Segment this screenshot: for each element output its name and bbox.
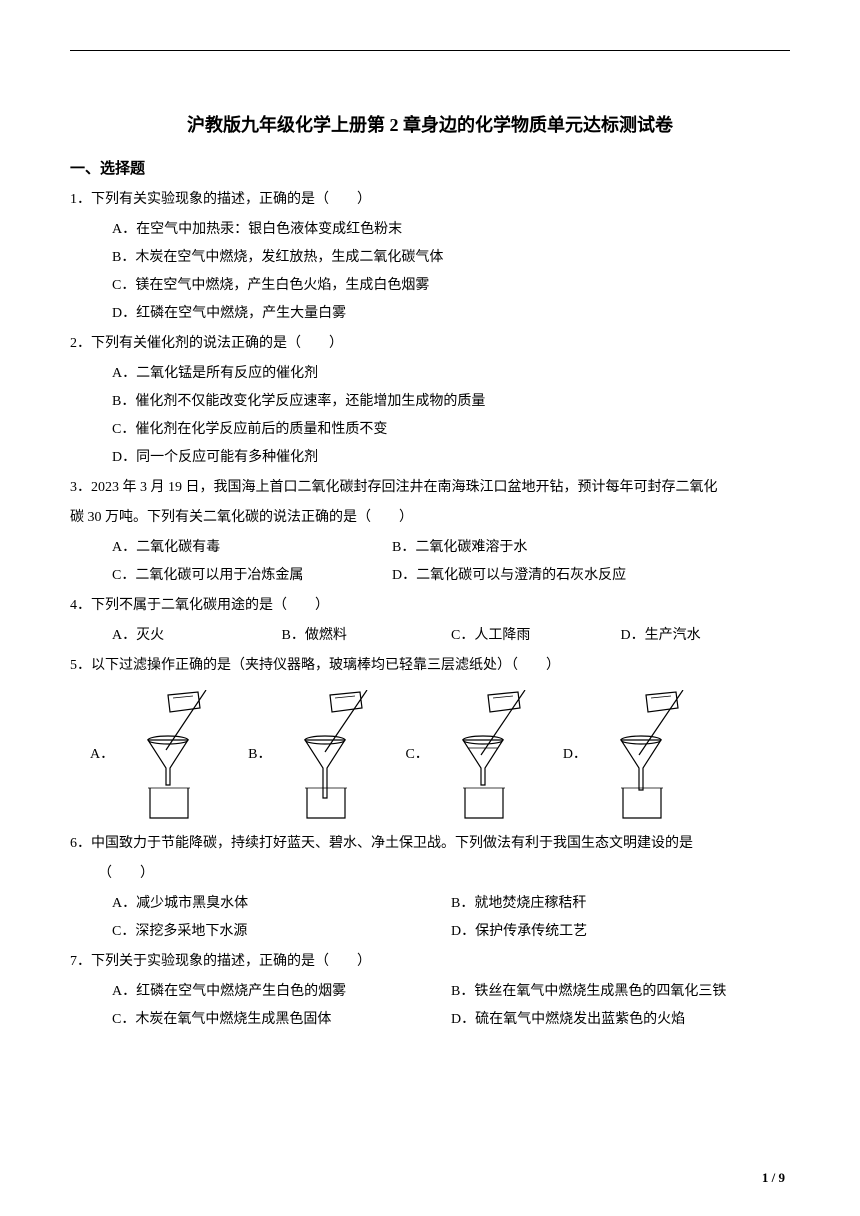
q5-label-d: D． <box>563 741 587 769</box>
page-number: 1 / 9 <box>762 1170 785 1186</box>
q1-opt-d: D．红磷在空气中燃烧，产生大量白雾 <box>112 300 790 328</box>
q7-opt-c: C．木炭在氧气中燃烧生成黑色固体 <box>112 1006 451 1034</box>
q6-opt-b: B．就地焚烧庄稼秸秆 <box>451 890 790 918</box>
q5-diagram-d: D． <box>563 690 701 820</box>
q1-opt-b: B．木炭在空气中燃烧，发红放热，生成二氧化碳气体 <box>112 244 790 272</box>
q4-options: A．灭火 B．做燃料 C．人工降雨 D．生产汽水 <box>70 622 790 650</box>
question-7: 7．下列关于实验现象的描述，正确的是（ ） A．红磷在空气中燃烧产生白色的烟雾 … <box>70 948 790 1034</box>
q5-diagram-c: C． <box>405 690 542 820</box>
q5-diagrams: A． B． <box>70 690 790 820</box>
q3-opt-b: B．二氧化碳难溶于水 <box>392 534 527 562</box>
q5-text: 5．以下过滤操作正确的是（夹持仪器略，玻璃棒均已轻靠三层滤纸处）（ ） <box>70 652 790 680</box>
q7-options: A．红磷在空气中燃烧产生白色的烟雾 B．铁丝在氧气中燃烧生成黑色的四氧化三铁 C… <box>70 978 790 1034</box>
q2-opt-c: C．催化剂在化学反应前后的质量和性质不变 <box>112 416 790 444</box>
q7-opt-b: B．铁丝在氧气中燃烧生成黑色的四氧化三铁 <box>451 978 790 1006</box>
q3-line2: 碳 30 万吨。下列有关二氧化碳的说法正确的是（ ） <box>70 504 790 532</box>
filter-diagram-d-icon <box>591 690 701 820</box>
q1-opt-a: A．在空气中加热汞：银白色液体变成红色粉末 <box>112 216 790 244</box>
question-6: 6．中国致力于节能降碳，持续打好蓝天、碧水、净土保卫战。下列做法有利于我国生态文… <box>70 830 790 946</box>
question-5: 5．以下过滤操作正确的是（夹持仪器略，玻璃棒均已轻靠三层滤纸处）（ ） A． <box>70 652 790 820</box>
q2-options: A．二氧化锰是所有反应的催化剂 B．催化剂不仅能改变化学反应速率，还能增加生成物… <box>70 360 790 472</box>
q5-diagram-b: B． <box>248 690 385 820</box>
q3-line1: 3．2023 年 3 月 19 日，我国海上首口二氧化碳封存回注井在南海珠江口盆… <box>70 474 790 502</box>
question-4: 4．下列不属于二氧化碳用途的是（ ） A．灭火 B．做燃料 C．人工降雨 D．生… <box>70 592 790 650</box>
q6-line1: 6．中国致力于节能降碳，持续打好蓝天、碧水、净土保卫战。下列做法有利于我国生态文… <box>70 830 790 858</box>
q4-text: 4．下列不属于二氧化碳用途的是（ ） <box>70 592 790 620</box>
q7-opt-a: A．红磷在空气中燃烧产生白色的烟雾 <box>112 978 451 1006</box>
q1-options: A．在空气中加热汞：银白色液体变成红色粉末 B．木炭在空气中燃烧，发红放热，生成… <box>70 216 790 328</box>
filter-diagram-c-icon <box>433 690 543 820</box>
question-1: 1．下列有关实验现象的描述，正确的是（ ） A．在空气中加热汞：银白色液体变成红… <box>70 186 790 328</box>
q4-opt-c: C．人工降雨 <box>451 622 621 650</box>
q2-opt-b: B．催化剂不仅能改变化学反应速率，还能增加生成物的质量 <box>112 388 790 416</box>
q3-opt-c: C．二氧化碳可以用于冶炼金属 <box>112 562 392 590</box>
q5-diagram-a: A． <box>90 690 228 820</box>
q1-text: 1．下列有关实验现象的描述，正确的是（ ） <box>70 186 790 214</box>
q7-text: 7．下列关于实验现象的描述，正确的是（ ） <box>70 948 790 976</box>
q6-opt-c: C．深挖多采地下水源 <box>112 918 451 946</box>
q6-line2: （ ） <box>70 860 790 888</box>
q3-opt-a: A．二氧化碳有毒 <box>112 534 392 562</box>
q5-label-b: B． <box>248 741 271 769</box>
q6-opt-a: A．减少城市黑臭水体 <box>112 890 451 918</box>
question-2: 2．下列有关催化剂的说法正确的是（ ） A．二氧化锰是所有反应的催化剂 B．催化… <box>70 330 790 472</box>
q2-opt-a: A．二氧化锰是所有反应的催化剂 <box>112 360 790 388</box>
q4-opt-b: B．做燃料 <box>282 622 452 650</box>
filter-diagram-b-icon <box>275 690 385 820</box>
q3-opt-d: D．二氧化碳可以与澄清的石灰水反应 <box>392 562 626 590</box>
q3-options: A．二氧化碳有毒 B．二氧化碳难溶于水 C．二氧化碳可以用于冶炼金属 D．二氧化… <box>70 534 790 590</box>
q5-label-c: C． <box>405 741 428 769</box>
question-3: 3．2023 年 3 月 19 日，我国海上首口二氧化碳封存回注井在南海珠江口盆… <box>70 474 790 590</box>
section-header: 一、选择题 <box>70 157 790 178</box>
q2-opt-d: D．同一个反应可能有多种催化剂 <box>112 444 790 472</box>
q1-opt-c: C．镁在空气中燃烧，产生白色火焰，生成白色烟雾 <box>112 272 790 300</box>
document-title: 沪教版九年级化学上册第 2 章身边的化学物质单元达标测试卷 <box>70 111 790 137</box>
q7-opt-d: D．硫在氧气中燃烧发出蓝紫色的火焰 <box>451 1006 790 1034</box>
q5-label-a: A． <box>90 741 114 769</box>
q6-opt-d: D．保护传承传统工艺 <box>451 918 790 946</box>
q2-text: 2．下列有关催化剂的说法正确的是（ ） <box>70 330 790 358</box>
filter-diagram-a-icon <box>118 690 228 820</box>
q4-opt-a: A．灭火 <box>112 622 282 650</box>
q6-options: A．减少城市黑臭水体 B．就地焚烧庄稼秸秆 C．深挖多采地下水源 D．保护传承传… <box>70 890 790 946</box>
top-rule <box>70 50 790 51</box>
q4-opt-d: D．生产汽水 <box>621 622 791 650</box>
